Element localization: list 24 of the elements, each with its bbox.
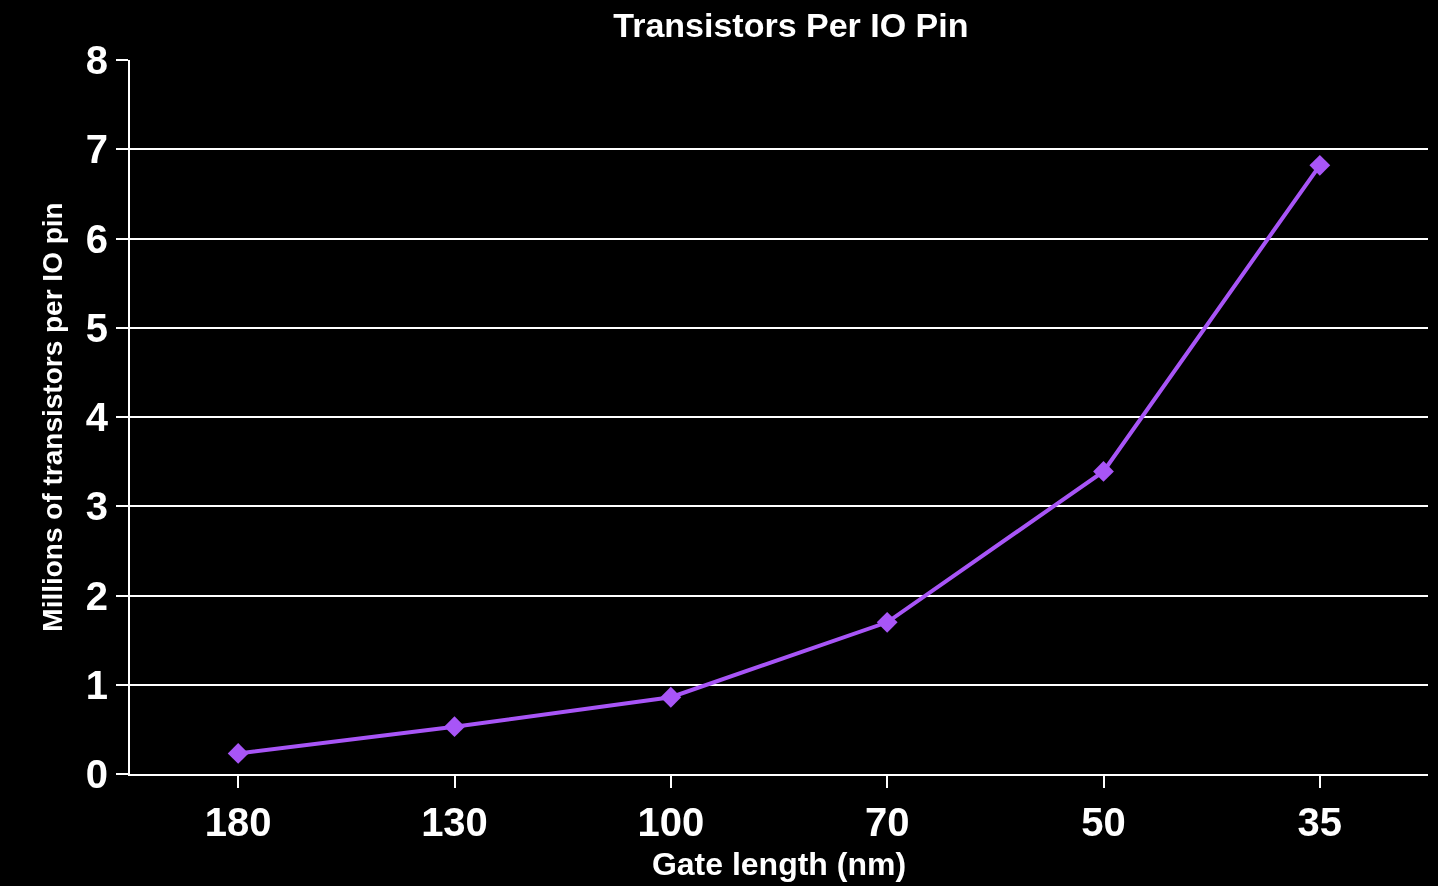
y-tick-label: 7 [85, 127, 108, 172]
point [876, 611, 898, 633]
x-tick-label: 100 [637, 800, 705, 844]
x-axis-title: Gate length (nm) [651, 846, 907, 883]
y-tick-label: 5 [85, 305, 108, 350]
chart-title: Transistors Per IO Pin [613, 6, 969, 45]
x-tick-label: 35 [1297, 800, 1343, 844]
y-tick-label: 4 [85, 395, 109, 439]
x-tick-label: 180 [204, 800, 272, 844]
y-tick-label: 0 [85, 752, 108, 796]
x-tick-label: 70 [864, 800, 910, 844]
point [660, 686, 682, 708]
x-tick-label: 130 [421, 800, 488, 844]
point [227, 743, 249, 764]
point [1309, 154, 1331, 176]
point [1093, 461, 1114, 482]
y-tick-label: 2 [85, 573, 108, 618]
y-tick-label: 1 [85, 662, 108, 707]
y-tick-label: 8 [85, 38, 108, 82]
y-tick-label: 6 [85, 216, 108, 261]
point [444, 716, 465, 738]
y-tick-label: 3 [85, 484, 108, 529]
x-tick-label: 50 [1081, 800, 1126, 844]
y-axis-title: Millions of transistors per IO pin [36, 202, 68, 632]
